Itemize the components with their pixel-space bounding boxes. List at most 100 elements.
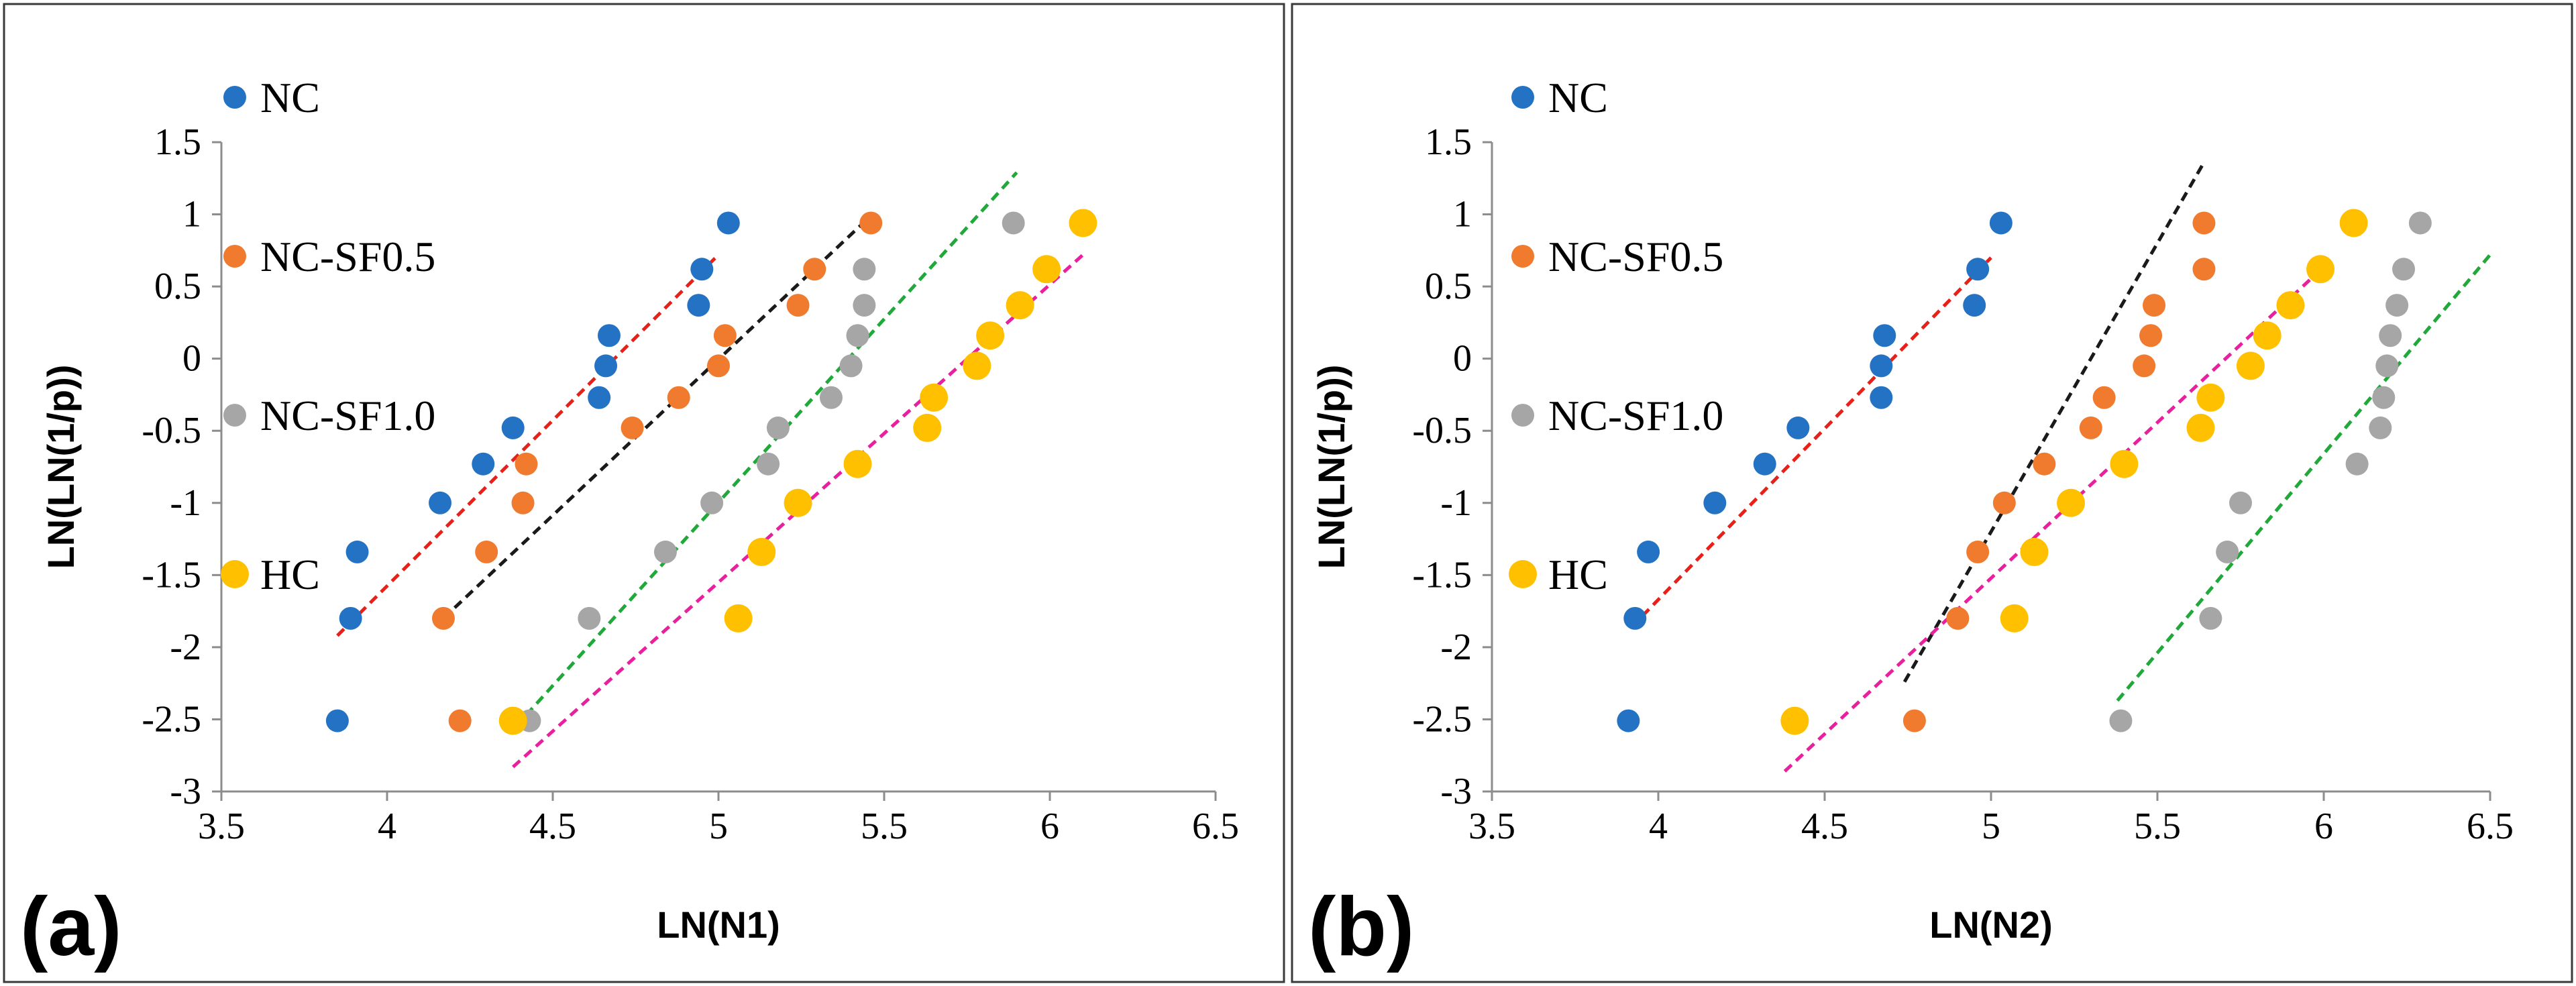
data-point-nc-sf1-0 bbox=[2375, 354, 2399, 378]
y-tick-label: 1 bbox=[182, 194, 201, 235]
data-point-nc-sf1-0 bbox=[2392, 258, 2416, 281]
legend-label: NC bbox=[1548, 74, 1608, 121]
legend-marker bbox=[221, 560, 249, 588]
y-tick-label: -3 bbox=[170, 771, 201, 812]
fit-line-nc-sf0-5 bbox=[1902, 161, 2206, 683]
data-point-nc-sf0-5 bbox=[515, 452, 538, 476]
data-point-hc bbox=[2110, 449, 2139, 478]
data-point-nc bbox=[716, 211, 740, 235]
y-tick-label: -2.5 bbox=[142, 698, 201, 740]
legend-marker bbox=[1511, 404, 1534, 427]
legend-label: HC bbox=[1548, 551, 1608, 598]
data-point-nc-sf0-5 bbox=[2079, 416, 2102, 439]
data-point-hc bbox=[784, 488, 812, 517]
data-point-hc bbox=[2186, 413, 2215, 442]
fit-line-nc bbox=[336, 254, 720, 637]
x-tick-label: 4.5 bbox=[1801, 806, 1848, 847]
y-axis-title: LN(LN(1/p)) bbox=[1310, 365, 1352, 569]
y-tick-label: 1.5 bbox=[1425, 121, 1472, 163]
y-tick-label: -3 bbox=[1440, 771, 1472, 812]
fit-line-nc-sf0-5 bbox=[442, 214, 872, 620]
data-point-nc bbox=[1989, 211, 2012, 235]
y-tick-label: -1.5 bbox=[1412, 554, 1472, 596]
data-point-nc bbox=[1963, 294, 1986, 317]
y-tick-label: 1.5 bbox=[154, 121, 201, 163]
data-point-hc bbox=[2306, 255, 2335, 284]
data-point-nc bbox=[501, 416, 525, 439]
data-point-nc-sf0-5 bbox=[2133, 354, 2156, 378]
data-point-nc bbox=[1870, 354, 1893, 378]
data-point-hc bbox=[1032, 255, 1061, 284]
y-tick-label: -1.5 bbox=[142, 554, 201, 596]
data-point-hc bbox=[963, 351, 991, 380]
x-tick-label: 5 bbox=[1982, 806, 2000, 847]
x-tick-label: 4.5 bbox=[529, 806, 576, 847]
legend-label: NC bbox=[260, 74, 320, 121]
x-tick-label: 4 bbox=[1649, 806, 1668, 847]
legend-marker bbox=[1511, 245, 1534, 268]
x-tick-label: 5.5 bbox=[861, 806, 908, 847]
data-point-nc-sf1-0 bbox=[2372, 386, 2396, 409]
data-point-nc bbox=[690, 258, 714, 281]
panel-frame bbox=[3, 3, 1285, 983]
data-point-hc bbox=[2020, 537, 2049, 566]
data-point-nc bbox=[472, 452, 495, 476]
data-point-nc-sf1-0 bbox=[2229, 491, 2252, 514]
data-point-hc bbox=[920, 383, 949, 412]
y-tick-label: 1 bbox=[1453, 194, 1472, 235]
data-point-nc bbox=[1873, 324, 1896, 347]
data-point-hc bbox=[2339, 209, 2368, 237]
x-tick-label: 5.5 bbox=[2134, 806, 2181, 847]
data-point-nc-sf0-5 bbox=[713, 324, 737, 347]
data-point-nc-sf1-0 bbox=[700, 491, 724, 514]
data-point-nc-sf1-0 bbox=[766, 416, 790, 439]
data-point-hc bbox=[747, 537, 776, 566]
y-tick-label: -0.5 bbox=[142, 410, 201, 451]
data-point-hc bbox=[2057, 488, 2086, 517]
data-point-hc bbox=[2276, 291, 2305, 320]
legend-marker bbox=[1509, 560, 1537, 588]
data-point-nc-sf1-0 bbox=[819, 386, 843, 409]
fit-line-hc bbox=[1783, 259, 2332, 773]
x-tick-label: 4 bbox=[378, 806, 396, 847]
x-axis-title: LN(N1) bbox=[657, 903, 780, 946]
x-tick-label: 6.5 bbox=[1192, 806, 1239, 847]
data-point-nc bbox=[687, 294, 710, 317]
data-point-nc-sf0-5 bbox=[511, 491, 535, 514]
y-tick-label: -2.5 bbox=[1412, 698, 1472, 740]
y-tick-label: 0 bbox=[182, 338, 201, 380]
data-point-nc-sf0-5 bbox=[2033, 452, 2056, 476]
data-point-nc-sf0-5 bbox=[2192, 258, 2216, 281]
data-point-hc bbox=[2236, 351, 2265, 380]
data-point-nc-sf1-0 bbox=[2216, 540, 2239, 563]
data-point-nc-sf0-5 bbox=[1966, 540, 1990, 563]
data-point-nc-sf0-5 bbox=[2192, 211, 2216, 235]
data-point-hc bbox=[1006, 291, 1034, 320]
data-point-nc-sf1-0 bbox=[2109, 709, 2133, 732]
y-tick-label: -0.5 bbox=[1412, 410, 1472, 451]
data-point-nc-sf1-0 bbox=[1002, 211, 1025, 235]
data-point-nc-sf1-0 bbox=[853, 258, 876, 281]
data-point-nc-sf1-0 bbox=[757, 452, 780, 476]
data-point-nc-sf1-0 bbox=[2379, 324, 2402, 347]
fit-line-nc-sf1-0 bbox=[2116, 254, 2491, 702]
data-point-nc bbox=[1617, 709, 1640, 732]
data-point-nc-sf1-0 bbox=[839, 354, 863, 378]
data-point-nc-sf1-0 bbox=[2408, 211, 2432, 235]
data-point-nc-sf0-5 bbox=[667, 386, 690, 409]
data-point-nc-sf0-5 bbox=[431, 606, 455, 630]
legend-label: NC-SF0.5 bbox=[260, 233, 435, 280]
data-point-nc-sf0-5 bbox=[803, 258, 826, 281]
data-point-nc bbox=[325, 709, 349, 732]
legend-label: NC-SF1.0 bbox=[1548, 392, 1723, 439]
data-point-nc-sf1-0 bbox=[2369, 416, 2392, 439]
x-tick-label: 3.5 bbox=[198, 806, 245, 847]
data-point-nc bbox=[339, 606, 362, 630]
y-axis-title: LN(LN(1/p)) bbox=[40, 365, 82, 569]
data-point-hc bbox=[843, 449, 872, 478]
legend-marker bbox=[223, 86, 246, 109]
chart-panel-a: 3.5 4 4.5 5 5.5 6 6.5 -3 -2.5 -2 -1.5 -1 -0.5 0 0.5 1 1.… bbox=[3, 3, 1285, 983]
data-point-nc-sf0-5 bbox=[786, 294, 810, 317]
x-tick-label: 5 bbox=[709, 806, 728, 847]
